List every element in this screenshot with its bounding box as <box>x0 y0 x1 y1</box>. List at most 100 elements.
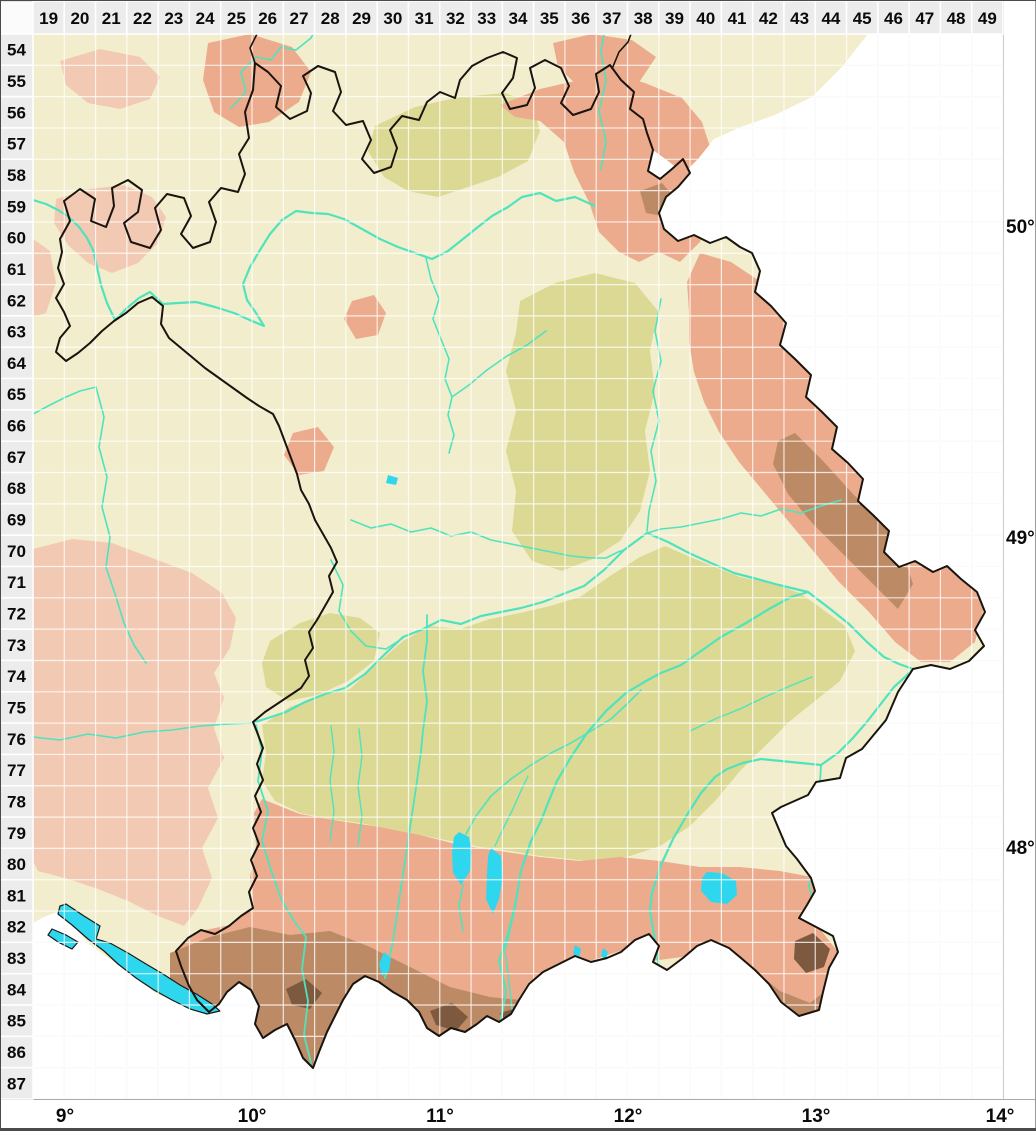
row-header-cell <box>0 440 34 474</box>
lake-brombachsee <box>386 475 398 485</box>
latitude-margin: 50° 49° 48° <box>1006 217 1035 859</box>
row-header-label: 70 <box>7 542 26 561</box>
column-header-label: 31 <box>415 9 434 28</box>
terrain-patch <box>33 239 56 317</box>
column-header-label: 23 <box>164 9 183 28</box>
lake-ammersee <box>452 832 472 885</box>
row-header-label: 77 <box>7 761 26 780</box>
column-header-cell <box>845 1 879 35</box>
row-header-cell <box>0 95 34 129</box>
column-header-label: 26 <box>258 9 277 28</box>
bottom-frame-line <box>0 1128 1036 1131</box>
row-header-label: 54 <box>7 41 26 60</box>
row-header-cell <box>0 691 34 724</box>
row-header-label: 84 <box>7 980 26 999</box>
longitude-label: 11° <box>426 1106 454 1127</box>
row-header-label: 82 <box>7 918 26 937</box>
row-header-label: 61 <box>7 260 26 279</box>
row-header-label: 80 <box>7 855 26 874</box>
column-header-cell <box>626 1 660 35</box>
river <box>504 903 517 1010</box>
column-header-label: 24 <box>196 9 215 28</box>
row-header-cell <box>0 534 34 568</box>
row-header-cell <box>0 409 34 442</box>
column-header-cell <box>532 1 566 35</box>
river <box>384 614 428 979</box>
column-header-label: 29 <box>352 9 371 28</box>
row-header-label: 75 <box>7 698 26 717</box>
lake-schliersee <box>601 948 608 960</box>
column-header-label: 32 <box>446 9 465 28</box>
river <box>350 519 625 559</box>
longitude-label: 14° <box>986 1106 1015 1127</box>
row-header-cell <box>0 910 34 944</box>
river <box>255 724 312 1064</box>
row-header-cell <box>0 628 34 662</box>
longitude-label: 10° <box>238 1106 267 1127</box>
row-header-cell <box>0 346 34 380</box>
row-header-cell <box>0 1004 34 1038</box>
row-header-label: 57 <box>7 135 26 154</box>
column-header-label: 36 <box>571 9 590 28</box>
row-header-label: 72 <box>7 604 26 623</box>
neighbor-border-stub <box>249 34 258 64</box>
column-header-label: 40 <box>696 9 715 28</box>
state-border-layer <box>55 34 986 1069</box>
river <box>648 667 915 974</box>
terrain-patch <box>344 295 386 339</box>
row-header-label: 67 <box>7 448 26 467</box>
column-header-label: 22 <box>133 9 152 28</box>
row-header-label: 74 <box>7 667 26 686</box>
row-header-label: 58 <box>7 166 26 185</box>
grid-over-layer <box>33 34 1003 1099</box>
row-header-label: 64 <box>7 354 26 373</box>
river <box>451 330 547 398</box>
column-header-cell <box>126 1 159 35</box>
lake-starnberger-see <box>486 848 503 914</box>
latitude-label: 48° <box>1006 838 1035 859</box>
row-header-cell <box>0 941 34 975</box>
column-header-label: 34 <box>509 9 528 28</box>
column-header-cell <box>407 1 441 35</box>
row-header-cell <box>0 315 34 348</box>
column-header-label: 19 <box>39 9 58 28</box>
row-header-cell <box>0 972 34 1006</box>
terrain-patch <box>284 427 334 475</box>
corner-cell <box>0 1 34 35</box>
column-header-cell <box>282 1 316 35</box>
row-header-cell <box>0 659 34 693</box>
column-header-label: 43 <box>790 9 809 28</box>
row-header-cell <box>0 33 34 67</box>
longitude-label: 12° <box>614 1106 643 1127</box>
row-header-cell <box>0 377 34 411</box>
column-header-label: 30 <box>383 9 402 28</box>
column-header-label: 38 <box>634 9 653 28</box>
row-header-label: 63 <box>7 323 26 342</box>
lake-bodensee-arm <box>47 928 79 950</box>
column-header-row: 19 20 21 22 23 24 25 26 27 28 29 30 31 32 33 34 35 36 37 38… <box>32 1 1004 35</box>
latitude-label: 49° <box>1006 528 1035 549</box>
river <box>329 725 335 842</box>
column-header-label: 49 <box>978 9 997 28</box>
longitude-margin: 9° 10° 11° 12° 13° 14° <box>56 1106 1014 1127</box>
column-header-cell <box>595 1 629 35</box>
terrain-patch <box>286 979 322 1009</box>
row-header-label: 68 <box>7 479 26 498</box>
row-header-cell <box>0 252 34 286</box>
column-header-label: 45 <box>853 9 872 28</box>
column-header-cell <box>376 1 410 35</box>
lake-forggensee <box>379 952 391 976</box>
row-header-cell <box>0 597 34 630</box>
column-header-cell <box>720 1 754 35</box>
row-header-label: 71 <box>7 573 26 592</box>
river <box>330 559 404 650</box>
row-header-label: 86 <box>7 1043 26 1062</box>
column-header-label: 47 <box>915 9 934 28</box>
river <box>33 386 147 664</box>
row-header-label: 56 <box>7 103 26 122</box>
column-header-cell <box>877 1 910 35</box>
row-header-label: 69 <box>7 511 26 530</box>
column-header-cell <box>439 1 472 35</box>
column-header-label: 46 <box>884 9 903 28</box>
row-header-cell <box>0 64 34 98</box>
